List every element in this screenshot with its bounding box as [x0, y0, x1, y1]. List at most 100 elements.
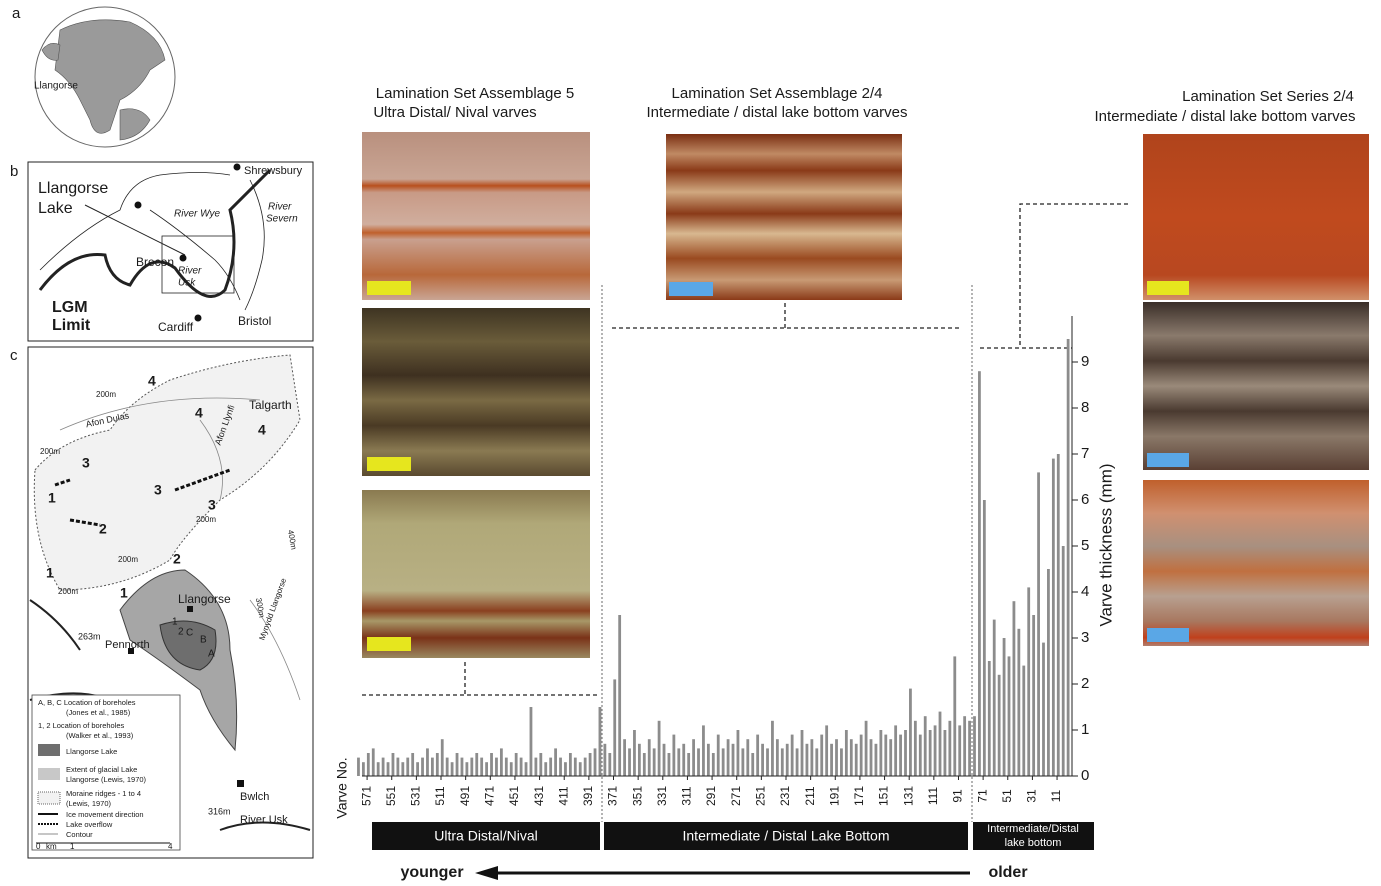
bar: [771, 720, 774, 776]
bar: [840, 748, 843, 776]
label: Lake: [38, 200, 73, 217]
label: Lake overflow: [66, 820, 113, 829]
town: [194, 314, 202, 322]
y-tick-label: 2: [1081, 675, 1089, 692]
bar: [416, 762, 420, 776]
bar: [411, 753, 415, 776]
bar: [1037, 472, 1040, 776]
x-tick-label: 331: [655, 786, 669, 806]
label: Llangorse: [38, 180, 108, 197]
label: 263m: [78, 631, 101, 641]
bar: [583, 757, 587, 776]
x-tick-label: 11: [1049, 789, 1063, 802]
bar: [790, 734, 794, 776]
bar: [864, 720, 868, 776]
town: [233, 163, 241, 171]
bar: [623, 739, 626, 776]
bar: [357, 757, 360, 776]
bar: [426, 748, 429, 776]
label: (Lewis, 1970): [66, 799, 112, 808]
bar: [465, 762, 469, 776]
label: 1: [172, 617, 178, 628]
label: 200m: [118, 555, 138, 564]
label: Extent of glacial Lake: [66, 765, 137, 774]
bar: [943, 730, 947, 776]
bar: [485, 762, 488, 776]
bar: [795, 748, 799, 776]
bar: [874, 743, 878, 776]
label: River: [268, 202, 292, 213]
label: Talgarth: [249, 398, 292, 412]
bar: [603, 743, 607, 776]
label: 1: [70, 842, 75, 851]
town: [134, 201, 142, 209]
label: (Walker et al., 1993): [66, 731, 134, 740]
label: lake bottom: [1005, 837, 1062, 849]
bar: [598, 707, 602, 776]
bar: [953, 656, 957, 776]
y-tick-label: 4: [1081, 583, 1089, 600]
x-tick-label: 231: [778, 786, 792, 806]
y-tick-label: 9: [1081, 353, 1089, 370]
y-axis-label: Varve thickness (mm): [1096, 463, 1115, 626]
label: 1: [48, 490, 56, 506]
bar: [554, 748, 557, 776]
bar: [509, 762, 513, 776]
bar: [440, 739, 444, 776]
bar: [997, 674, 1001, 776]
label: Moraine ridges - 1 to 4: [66, 789, 141, 798]
bar: [391, 753, 395, 776]
label: Intermediate / distal lake bottom varves: [647, 104, 908, 121]
bar: [421, 757, 424, 776]
bar: [1017, 628, 1021, 776]
label: a: [12, 5, 21, 22]
bar: [992, 619, 996, 776]
x-tick-label: 311: [680, 786, 694, 805]
label: 2: [178, 627, 184, 638]
bar: [909, 688, 912, 776]
micrographs: [362, 132, 1369, 658]
x-tick-label: 351: [630, 786, 644, 806]
bar: [849, 739, 853, 776]
label: km: [46, 842, 57, 851]
x-tick-label: 391: [581, 786, 595, 806]
bar: [982, 500, 986, 776]
x-tick-label: 51: [1000, 789, 1014, 803]
bar: [928, 730, 932, 776]
bar: [751, 753, 755, 776]
bar: [835, 739, 838, 776]
label: 3: [82, 455, 90, 471]
bar: [721, 748, 725, 776]
y-tick-label: 6: [1081, 491, 1089, 508]
label: Bristol: [238, 314, 271, 328]
bar: [1022, 665, 1026, 776]
label: Llangorse Lake: [66, 747, 117, 756]
y-tick-label: 7: [1081, 445, 1089, 462]
bar: [879, 730, 883, 776]
bar: [628, 748, 631, 776]
x-tick-label: 211: [803, 786, 817, 805]
bar: [913, 720, 917, 776]
bar: [504, 757, 508, 776]
label: 200m: [196, 515, 216, 524]
bar: [918, 734, 922, 776]
bar: [825, 725, 829, 776]
bar: [894, 725, 898, 776]
bar: [647, 739, 651, 776]
bar: [987, 661, 991, 776]
x-tick-label: 151: [877, 786, 891, 806]
x-tick-label: 531: [409, 786, 423, 806]
bar: [904, 730, 907, 776]
globe: [34, 6, 176, 148]
bar: [1042, 642, 1045, 776]
label: River Wye: [174, 209, 221, 220]
bar: [978, 371, 981, 776]
bar: [435, 753, 439, 776]
bar: [559, 757, 562, 776]
bar: [386, 762, 390, 776]
label: Lamination Set Assemblage 2/4: [672, 85, 883, 102]
bar: [706, 743, 710, 776]
bar: [1027, 587, 1031, 776]
varve-chart: 0 1 2 3 4 5 6 7 8 9 571 551 531 511 491 471 451 431 411 391…: [334, 316, 1115, 819]
label: Intermediate / distal lake bottom varves: [1095, 108, 1356, 125]
